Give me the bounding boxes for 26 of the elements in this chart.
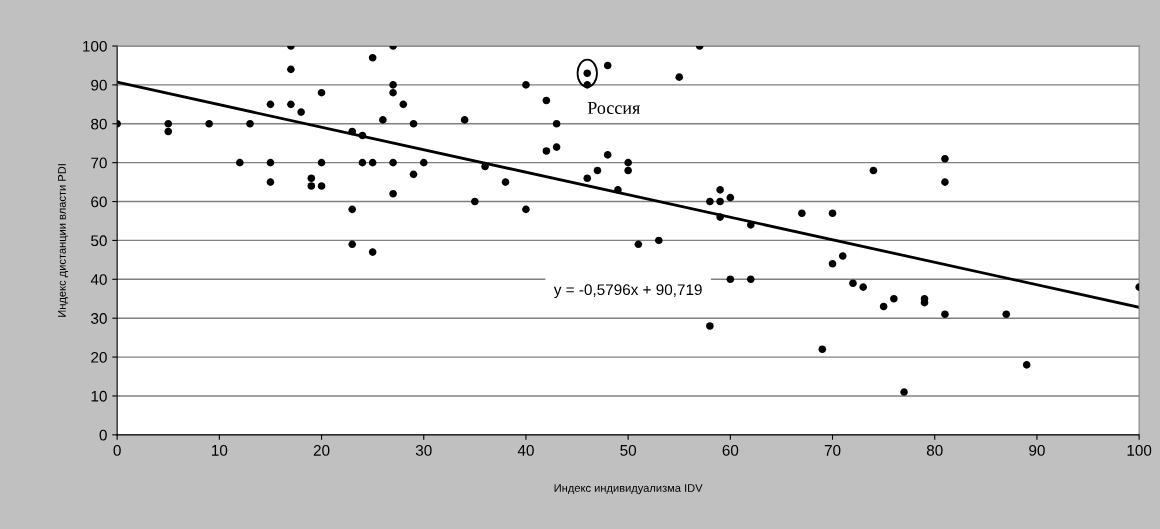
y-tick-label: 20 (91, 351, 107, 363)
x-tick-label: 80 (926, 444, 943, 456)
y-tick-label: 90 (91, 79, 107, 91)
x-tick-label: 50 (620, 444, 637, 456)
x-axis-title: Индекс индивидуализма IDV (554, 484, 703, 495)
x-tick-label: 30 (415, 444, 432, 456)
x-tick-label: 20 (313, 444, 330, 456)
y-tick-label: 70 (91, 157, 107, 169)
x-tick-label: 90 (1029, 444, 1045, 456)
y-tick-label: 10 (91, 390, 107, 402)
annotation: Россия (587, 102, 640, 115)
x-tick-label: 60 (722, 444, 739, 456)
y-tick-label: 0 (99, 429, 107, 441)
y-tick-label: 60 (91, 196, 107, 208)
y-tick-label: 40 (90, 274, 107, 285)
y-tick-label: 100 (83, 40, 107, 52)
x-tick-label: 0 (113, 444, 121, 456)
y-tick-label: 80 (91, 118, 107, 130)
y-tick-label: 50 (91, 235, 107, 247)
x-tick-label: 100 (1127, 444, 1152, 456)
y-axis-title: Индекс дистанции власти PDI (58, 164, 68, 317)
x-tick-label: 70 (824, 444, 841, 456)
annotation: y = -0,5796x + 90,719 (553, 284, 702, 299)
x-tick-label: 40 (517, 444, 534, 456)
y-tick-label: 30 (91, 313, 107, 324)
x-tick-label: 10 (212, 444, 228, 456)
